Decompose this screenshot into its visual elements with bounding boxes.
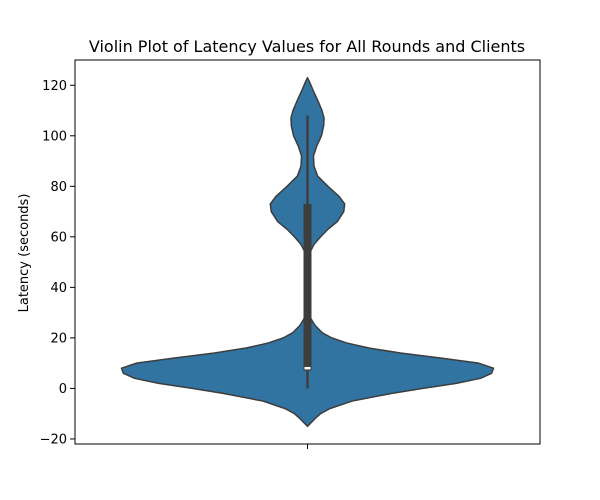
chart-title: Violin Plot of Latency Values for All Ro… (89, 37, 525, 56)
plot-area (120, 76, 495, 428)
y-tick-label: 80 (50, 180, 67, 195)
y-tick-label: −20 (40, 432, 67, 447)
y-tick-label: 100 (42, 129, 67, 144)
y-tick-label: 60 (50, 230, 67, 245)
y-axis: −20 0 20 40 60 80 100 120 (40, 79, 75, 447)
y-axis-title: Latency (seconds) (17, 194, 32, 313)
y-tick-label: 20 (50, 331, 67, 346)
violin-iqr-box (303, 204, 312, 371)
y-tick-label: 40 (50, 281, 67, 296)
y-tick-label: 120 (42, 79, 67, 94)
y-tick-label: 0 (59, 382, 67, 397)
